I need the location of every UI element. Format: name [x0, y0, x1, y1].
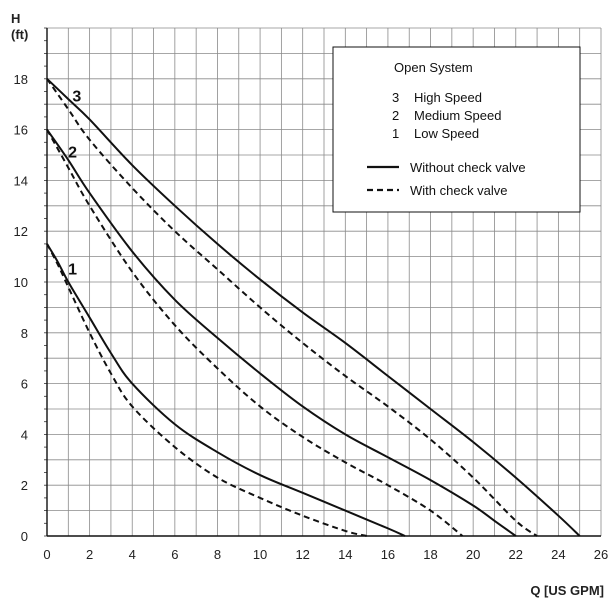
x-tick-label: 16: [381, 547, 395, 562]
legend-label-high: High Speed: [414, 90, 482, 105]
x-tick-label: 0: [43, 547, 50, 562]
y-tick-label: 6: [21, 377, 28, 392]
x-tick-label: 10: [253, 547, 267, 562]
y-tick-label: 14: [14, 173, 28, 188]
x-axis-title: Q [US GPM]: [530, 583, 604, 598]
y-tick-label: 0: [21, 529, 28, 544]
x-tick-label: 6: [171, 547, 178, 562]
y-tick-label: 12: [14, 224, 28, 239]
legend-num-2: 2: [392, 108, 399, 123]
x-tick-label: 26: [594, 547, 608, 562]
y-tick-label: 10: [14, 275, 28, 290]
x-tick-label: 8: [214, 547, 221, 562]
curve-3-solid: [46, 78, 581, 537]
x-tick-label: 4: [129, 547, 136, 562]
legend-title: Open System: [394, 60, 473, 75]
curve-2-dashed: [46, 129, 464, 537]
legend-num-3: 3: [392, 90, 399, 105]
y-tick-label: 2: [21, 478, 28, 493]
curve-label-1: 1: [68, 261, 77, 278]
x-tick-label: 22: [509, 547, 523, 562]
curve-label-2: 2: [68, 145, 77, 162]
x-tick-label: 18: [423, 547, 437, 562]
x-tick-label: 24: [551, 547, 565, 562]
y-axis-title: H: [11, 11, 20, 26]
curve-2-solid: [46, 129, 517, 537]
legend-dashed-label: With check valve: [410, 183, 508, 198]
y-tick-label: 8: [21, 326, 28, 341]
y-tick-label: 4: [21, 427, 28, 442]
curve-3-dashed: [46, 78, 538, 537]
x-tick-label: 12: [295, 547, 309, 562]
y-tick-label: 16: [14, 123, 28, 138]
curve-1-dashed: [46, 243, 367, 537]
legend: Open System 3 High Speed 2 Medium Speed …: [332, 46, 581, 213]
curves: 3 2 1: [46, 78, 581, 537]
legend-box: [332, 46, 581, 213]
x-tick-label: 14: [338, 547, 352, 562]
x-tick-label: 20: [466, 547, 480, 562]
legend-solid-label: Without check valve: [410, 160, 526, 175]
y-tick-label: 18: [14, 72, 28, 87]
legend-label-medium: Medium Speed: [414, 108, 501, 123]
curve-1-solid: [46, 243, 406, 537]
x-tick-label: 2: [86, 547, 93, 562]
y-axis-unit: (ft): [11, 27, 28, 42]
legend-num-1: 1: [392, 126, 399, 141]
curve-label-3: 3: [72, 89, 81, 106]
legend-label-low: Low Speed: [414, 126, 479, 141]
